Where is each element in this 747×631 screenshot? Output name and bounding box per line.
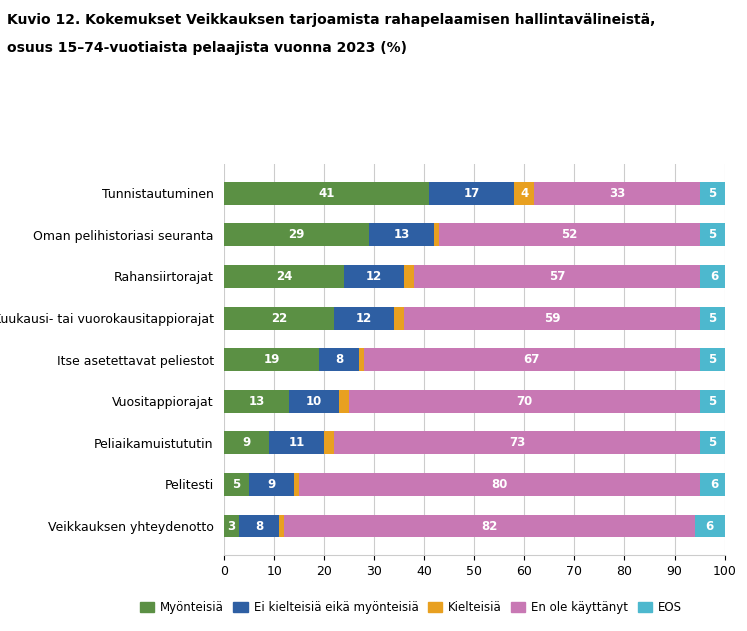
Text: 10: 10 xyxy=(306,395,322,408)
Bar xyxy=(699,265,730,288)
Text: 59: 59 xyxy=(544,312,560,324)
Text: Kuvio 12. Kokemukset Veikkauksen tarjoamista rahapelaamisen hallintavälineistä,: Kuvio 12. Kokemukset Veikkauksen tarjoam… xyxy=(7,13,656,27)
Text: 5: 5 xyxy=(708,437,716,449)
Bar xyxy=(224,390,289,413)
Legend: Myönteisiä, Ei kielteisiä eikä myönteisiä, Kielteisiä, En ole käyttänyt, EOS: Myönteisiä, Ei kielteisiä eikä myönteisi… xyxy=(135,596,686,619)
Bar xyxy=(224,473,249,496)
Text: 8: 8 xyxy=(255,519,263,533)
Bar xyxy=(699,432,725,454)
Text: 6: 6 xyxy=(710,478,719,491)
Text: 57: 57 xyxy=(549,270,565,283)
Bar xyxy=(365,348,699,371)
Bar xyxy=(284,515,695,538)
Bar xyxy=(534,182,699,204)
Text: 6: 6 xyxy=(710,270,719,283)
Bar xyxy=(224,223,369,246)
Bar xyxy=(224,265,344,288)
Bar xyxy=(239,515,279,538)
Bar xyxy=(699,473,730,496)
Text: 29: 29 xyxy=(288,228,305,242)
Bar xyxy=(439,223,699,246)
Bar xyxy=(394,307,404,329)
Bar xyxy=(344,265,404,288)
Bar xyxy=(279,515,284,538)
Bar xyxy=(404,307,699,329)
Text: 5: 5 xyxy=(708,228,716,242)
Bar xyxy=(269,432,324,454)
Text: 5: 5 xyxy=(708,187,716,200)
Bar xyxy=(224,307,334,329)
Text: 5: 5 xyxy=(232,478,241,491)
Text: 22: 22 xyxy=(271,312,288,324)
Text: 19: 19 xyxy=(264,353,280,366)
Text: 24: 24 xyxy=(276,270,292,283)
Bar xyxy=(319,348,359,371)
Text: 8: 8 xyxy=(335,353,344,366)
Bar xyxy=(434,223,439,246)
Bar xyxy=(699,223,725,246)
Text: 67: 67 xyxy=(524,353,540,366)
Bar xyxy=(415,265,699,288)
Bar xyxy=(515,182,534,204)
Bar xyxy=(339,390,349,413)
Bar xyxy=(299,473,699,496)
Bar xyxy=(369,223,434,246)
Bar xyxy=(699,390,725,413)
Text: 5: 5 xyxy=(708,312,716,324)
Text: 3: 3 xyxy=(228,519,235,533)
Text: 6: 6 xyxy=(705,519,713,533)
Text: 41: 41 xyxy=(318,187,335,200)
Text: 5: 5 xyxy=(708,395,716,408)
Bar xyxy=(294,473,299,496)
Bar xyxy=(249,473,294,496)
Bar xyxy=(699,348,725,371)
Bar xyxy=(334,432,699,454)
Text: 13: 13 xyxy=(394,228,410,242)
Text: 73: 73 xyxy=(509,437,525,449)
Text: 9: 9 xyxy=(243,437,251,449)
Bar xyxy=(695,515,725,538)
Text: 11: 11 xyxy=(288,437,305,449)
Bar xyxy=(699,182,725,204)
Bar xyxy=(224,348,319,371)
Text: 17: 17 xyxy=(464,187,480,200)
Bar xyxy=(334,307,394,329)
Bar xyxy=(224,432,269,454)
Text: 13: 13 xyxy=(249,395,264,408)
Bar xyxy=(224,182,430,204)
Bar xyxy=(289,390,339,413)
Text: 12: 12 xyxy=(356,312,372,324)
Bar xyxy=(324,432,334,454)
Bar xyxy=(359,348,365,371)
Bar xyxy=(699,307,725,329)
Text: 70: 70 xyxy=(516,395,533,408)
Bar xyxy=(430,182,515,204)
Text: 33: 33 xyxy=(609,187,625,200)
Bar xyxy=(224,515,239,538)
Text: 4: 4 xyxy=(520,187,529,200)
Text: osuus 15–74-vuotiaista pelaajista vuonna 2023 (%): osuus 15–74-vuotiaista pelaajista vuonna… xyxy=(7,41,407,55)
Text: 9: 9 xyxy=(267,478,276,491)
Text: 52: 52 xyxy=(561,228,577,242)
Bar xyxy=(404,265,415,288)
Text: 82: 82 xyxy=(481,519,498,533)
Text: 80: 80 xyxy=(492,478,507,491)
Bar xyxy=(349,390,699,413)
Text: 12: 12 xyxy=(366,270,382,283)
Text: 5: 5 xyxy=(708,353,716,366)
